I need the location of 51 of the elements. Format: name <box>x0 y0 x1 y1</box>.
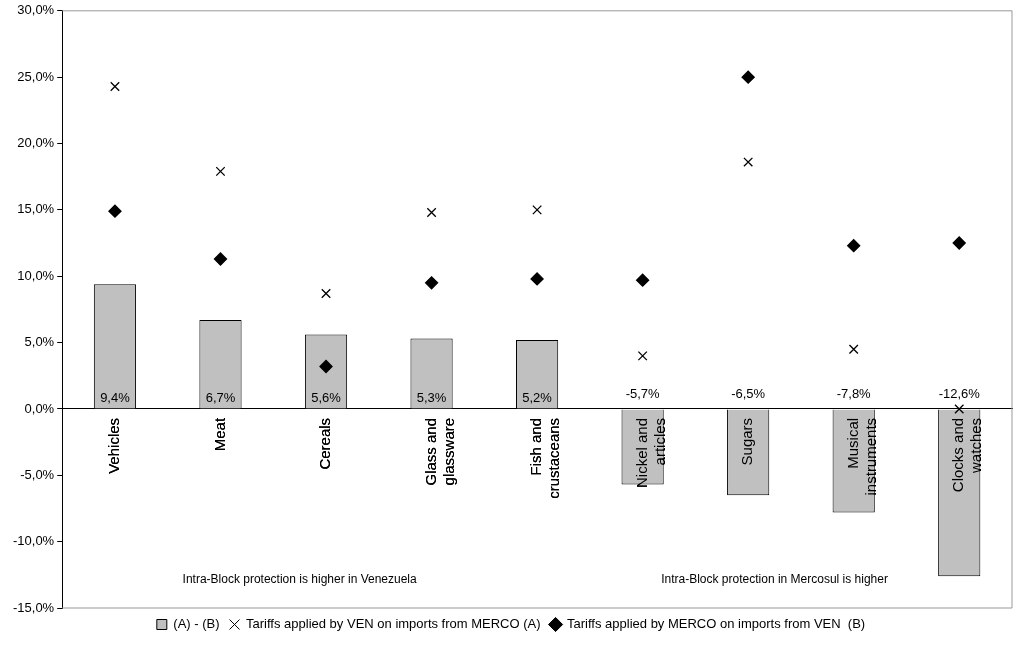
point <box>848 344 859 355</box>
point <box>532 204 542 215</box>
y-tick-label: 30,0% <box>17 2 55 18</box>
legend-label: (A) - (B) <box>173 616 220 632</box>
annotation: Intra-Block protection is higher in Venezuela <box>182 572 418 587</box>
y-tick-label: 15,0% <box>17 201 55 217</box>
x-tick-label: Clocks and watches <box>949 417 985 493</box>
data-label: 6,7% <box>205 390 236 406</box>
y-tick-label: -5,0% <box>20 466 55 482</box>
data-label: 5,6% <box>311 390 342 406</box>
point <box>110 81 120 92</box>
y-tick-label: -15,0% <box>12 599 55 615</box>
data-label: -12,6% <box>938 386 981 402</box>
data-label: 5,3% <box>416 390 447 406</box>
data-label: -5,7% <box>625 386 661 402</box>
x-tick-label: Meat <box>210 417 228 452</box>
x-tick-label: Nickel and articles <box>632 417 668 488</box>
x-tick-label: Cereals <box>316 417 334 470</box>
x-tick-label: Musical instruments <box>843 417 879 496</box>
point <box>954 404 965 414</box>
annotation: Intra-Block protection in Mercosul is higher <box>661 572 888 587</box>
x-tick-label: Sugars <box>738 417 756 466</box>
point <box>213 252 228 266</box>
y-tick-label: 5,0% <box>24 334 55 350</box>
point <box>215 166 226 177</box>
point <box>741 70 755 84</box>
point <box>952 236 966 250</box>
data-label: -7,8% <box>836 386 872 402</box>
point <box>108 204 122 218</box>
point <box>530 272 544 286</box>
point <box>426 207 437 218</box>
y-tick-label: 25,0% <box>17 68 55 84</box>
legend-label: Tariffs applied by MERCO on imports from VEN (B) <box>567 616 866 632</box>
point <box>847 239 861 253</box>
data-label: 5,2% <box>522 390 553 406</box>
x-tick-label: Vehicles <box>105 417 123 474</box>
point <box>637 350 648 361</box>
point <box>635 273 650 287</box>
y-tick-label: 20,0% <box>17 135 55 151</box>
y-tick-label: -10,0% <box>12 533 55 549</box>
data-label: 9,4% <box>100 390 131 406</box>
data-label: -6,5% <box>731 386 766 402</box>
legend-label: Tariffs applied by VEN on imports from MERCO (A) <box>246 616 541 632</box>
point <box>424 276 439 290</box>
x-tick-label: Fish and crustaceans <box>527 417 563 499</box>
y-tick-label: 10,0% <box>17 267 55 283</box>
point <box>321 288 331 299</box>
point <box>319 359 333 374</box>
x-tick-label: Glass and glassware <box>421 417 457 486</box>
y-tick-label: 0,0% <box>24 400 55 416</box>
point <box>743 157 754 167</box>
